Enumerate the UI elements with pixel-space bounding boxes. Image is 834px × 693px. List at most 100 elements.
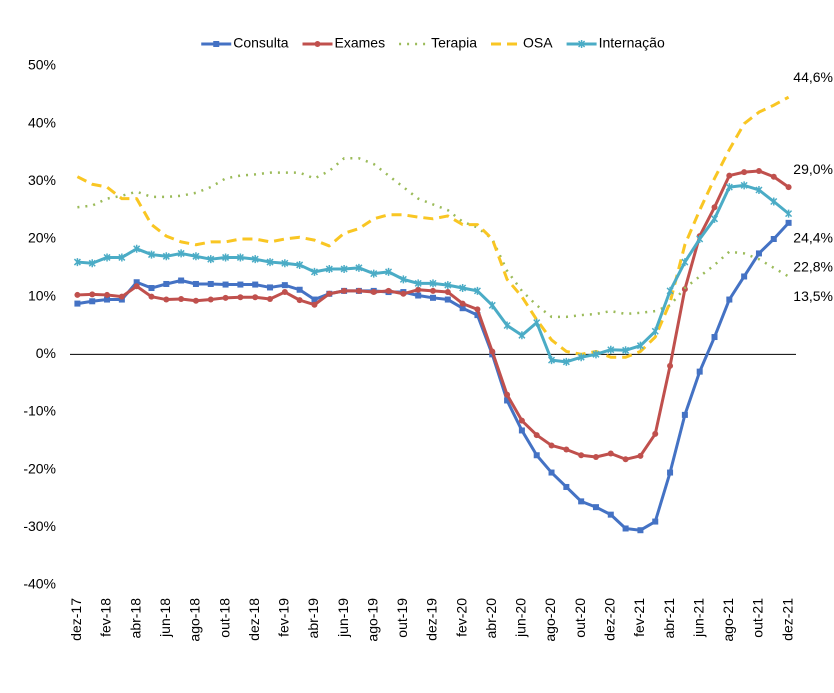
y-tick-label: 0%: [36, 345, 56, 361]
marker: [518, 427, 525, 434]
marker: [267, 284, 274, 291]
marker: [474, 306, 481, 313]
marker: [192, 297, 199, 304]
marker: [489, 348, 496, 355]
marker: [314, 41, 321, 47]
x-tick-label: out-20: [572, 598, 588, 638]
marker: [681, 286, 688, 293]
marker: [192, 280, 199, 287]
marker: [548, 356, 556, 365]
marker: [207, 280, 214, 287]
marker: [770, 236, 777, 242]
marker: [577, 353, 585, 362]
marker: [578, 498, 585, 505]
marker: [503, 321, 511, 330]
marker: [267, 295, 274, 302]
x-tick-label: ago-20: [542, 598, 558, 642]
marker: [667, 469, 674, 476]
marker: [385, 267, 393, 276]
marker: [504, 397, 511, 404]
x-tick-label: out-18: [216, 598, 232, 638]
x-tick-label: dez-21: [779, 598, 795, 641]
legend-label: Internação: [599, 35, 665, 51]
marker: [281, 259, 289, 268]
y-tick-label: 30%: [28, 172, 56, 188]
marker: [296, 260, 304, 269]
marker: [147, 250, 156, 259]
marker: [133, 283, 140, 290]
marker: [696, 235, 704, 243]
marker: [563, 483, 570, 490]
marker: [192, 252, 200, 261]
marker: [177, 249, 185, 258]
marker: [133, 244, 141, 253]
legend: Consulta Exames Terapia OSA Internação: [201, 35, 665, 51]
x-tick-label: dez-20: [601, 598, 617, 641]
marker: [741, 273, 748, 280]
marker: [711, 334, 718, 341]
marker: [251, 255, 259, 264]
marker: [637, 452, 644, 459]
marker: [726, 172, 733, 179]
marker: [370, 269, 378, 278]
marker: [74, 300, 81, 307]
marker: [400, 290, 407, 297]
marker: [103, 253, 111, 262]
x-tick-label: dez-19: [424, 598, 440, 641]
marker: [740, 181, 748, 190]
marker: [636, 341, 644, 350]
marker: [310, 267, 318, 276]
marker: [118, 293, 125, 300]
marker: [592, 350, 600, 359]
marker: [785, 219, 792, 226]
legend-label: Exames: [335, 35, 386, 51]
marker: [311, 296, 318, 303]
marker: [474, 312, 481, 319]
x-tick-label: fev-18: [98, 598, 114, 637]
marker: [755, 250, 762, 257]
marker: [430, 287, 436, 294]
marker: [607, 511, 614, 518]
y-tick-label: 20%: [28, 230, 56, 246]
x-tick-label: out-21: [750, 598, 766, 638]
marker: [148, 293, 155, 300]
marker: [444, 296, 451, 303]
y-tick-label: 10%: [28, 287, 56, 303]
y-tick-label: -40%: [23, 576, 56, 592]
marker: [213, 41, 220, 47]
marker: [459, 305, 466, 312]
marker: [207, 255, 215, 264]
marker: [399, 275, 407, 284]
x-tick-label: jun-18: [157, 598, 173, 638]
marker: [178, 295, 185, 302]
marker: [622, 525, 629, 532]
marker: [504, 391, 511, 398]
x-tick-label: fev-20: [453, 598, 469, 637]
marker: [341, 287, 348, 294]
marker: [607, 345, 615, 354]
x-tick-label: abr-18: [127, 598, 143, 639]
y-tick-label: 50%: [28, 57, 56, 73]
marker: [73, 258, 81, 267]
marker: [651, 327, 659, 336]
marker: [755, 185, 763, 194]
marker: [163, 296, 170, 303]
x-tick-label: jun-19: [335, 598, 351, 638]
marker: [548, 469, 555, 476]
marker: [148, 285, 155, 292]
marker: [726, 296, 733, 303]
marker: [415, 292, 422, 299]
marker: [311, 301, 318, 308]
marker: [681, 411, 688, 418]
marker: [533, 432, 540, 439]
x-tick-label: abr-20: [483, 598, 499, 639]
legend-label: Consulta: [233, 35, 288, 51]
marker: [222, 253, 230, 262]
marker: [755, 167, 762, 174]
marker: [414, 279, 422, 288]
x-tick-label: jun-20: [513, 598, 529, 638]
marker: [473, 286, 481, 295]
legend-label: Terapia: [431, 35, 477, 51]
marker: [118, 253, 126, 262]
marker: [696, 368, 703, 375]
